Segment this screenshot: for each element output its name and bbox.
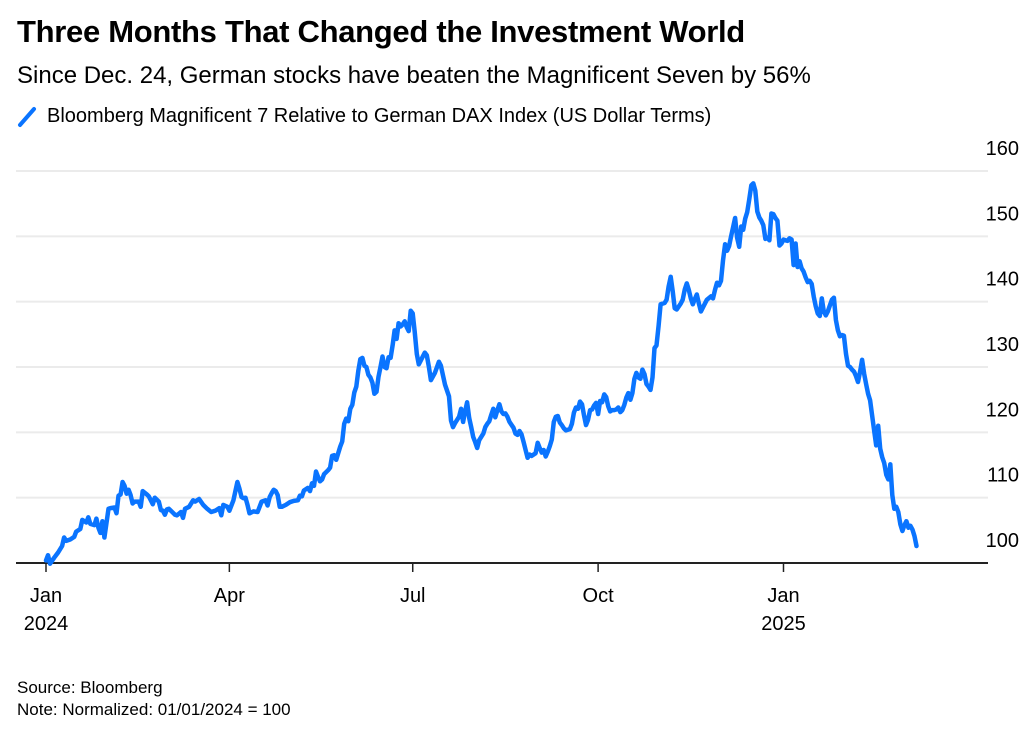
y-tick-label: 110 <box>987 465 1019 487</box>
normalization-note: Note: Normalized: 01/01/2024 = 100 <box>17 700 291 719</box>
y-tick-label: 140 <box>986 269 1019 291</box>
y-tick-label: 100 <box>986 530 1019 552</box>
x-tick-year-label: 2024 <box>24 613 69 635</box>
y-axis-labels: 100 110 120 130 140 150 160 <box>986 138 1019 552</box>
y-tick-label: 150 <box>986 203 1019 225</box>
chart-subtitle: Since Dec. 24, German stocks have beaten… <box>17 62 811 89</box>
x-tick-label: Jan <box>30 585 62 607</box>
legend-label: Bloomberg Magnificent 7 Relative to Germ… <box>47 105 712 127</box>
legend: Bloomberg Magnificent 7 Relative to Germ… <box>17 105 711 128</box>
x-axis-ticks: Jan 2024 Apr Jul Oct Jan 2025 <box>24 563 806 635</box>
y-tick-label: 120 <box>986 399 1019 421</box>
line-swatch-icon <box>17 106 39 128</box>
footer: Source: Bloomberg Note: Normalized: 01/0… <box>17 677 291 721</box>
chart-title: Three Months That Changed the Investment… <box>17 14 745 49</box>
gridlines <box>16 170 988 499</box>
y-tick-label: 160 <box>986 138 1019 160</box>
x-tick-label: Jul <box>400 585 426 607</box>
x-tick-label: Jan <box>767 585 799 607</box>
x-tick-year-label: 2025 <box>761 613 806 635</box>
source-note: Source: Bloomberg <box>17 678 163 697</box>
x-tick-label: Apr <box>214 585 245 607</box>
series-line <box>43 181 919 566</box>
y-tick-label: 130 <box>986 334 1019 356</box>
x-tick-label: Oct <box>583 585 615 607</box>
